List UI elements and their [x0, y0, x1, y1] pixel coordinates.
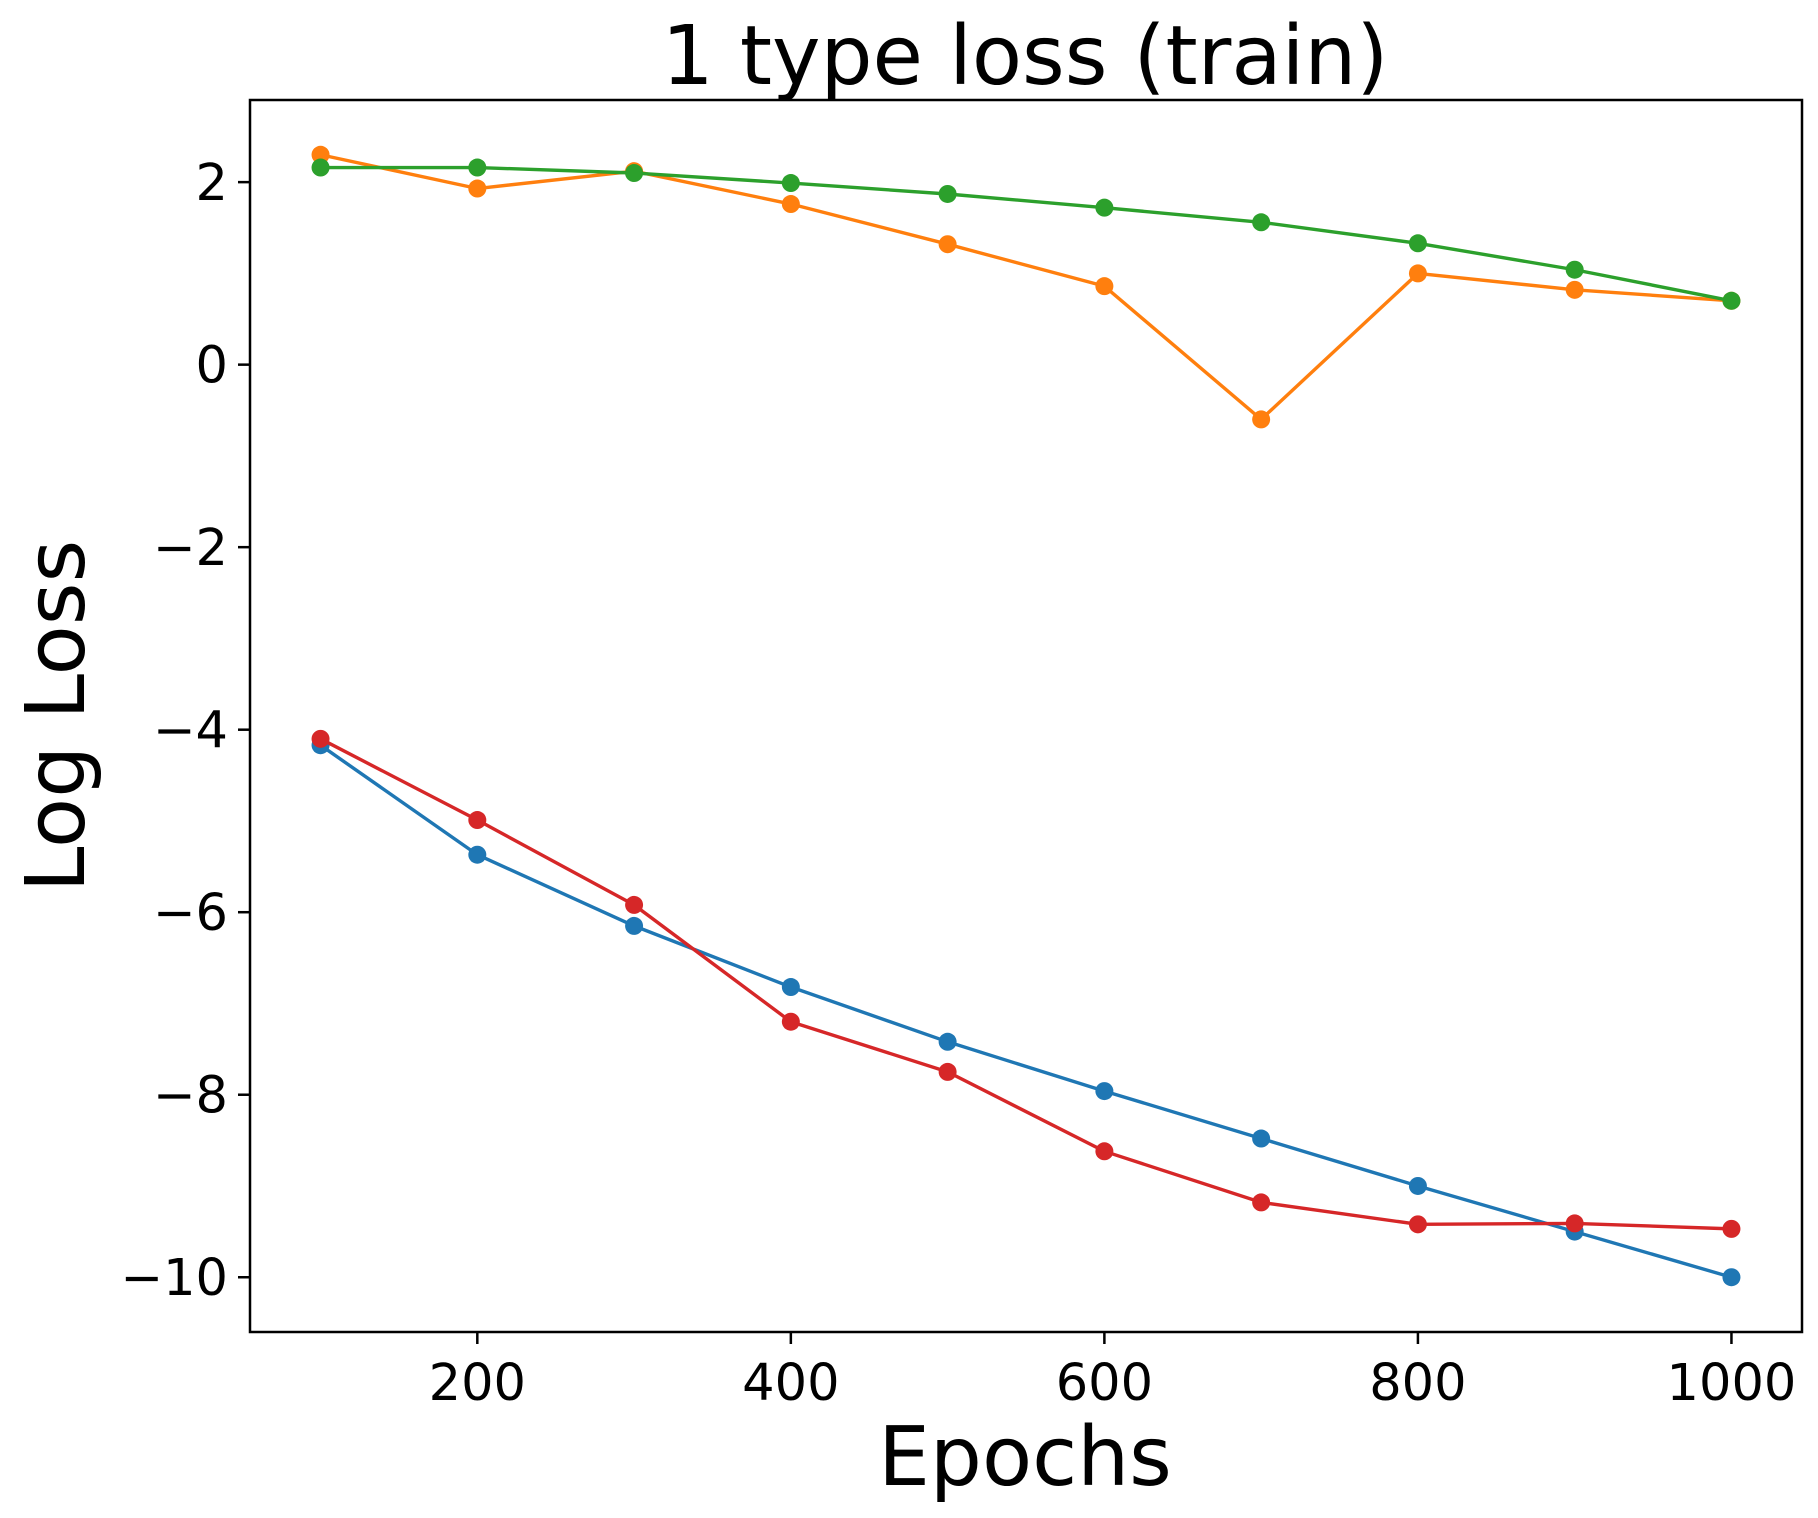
data-point — [625, 164, 644, 183]
series-3 — [311, 158, 1741, 310]
data-point — [311, 158, 330, 177]
data-point — [938, 184, 957, 203]
data-point — [468, 811, 487, 830]
y-tick-label: −6 — [153, 884, 228, 943]
data-point — [1252, 410, 1271, 429]
data-point — [938, 235, 957, 254]
data-point — [625, 895, 644, 914]
data-point — [1565, 280, 1584, 299]
data-point — [311, 145, 330, 164]
data-point — [468, 845, 487, 864]
data-point — [468, 179, 487, 198]
x-tick-label: 400 — [742, 1354, 839, 1413]
chart-title: 1 type loss (train) — [662, 9, 1389, 104]
data-point — [1408, 264, 1427, 283]
series-layer — [311, 145, 1741, 1287]
series-4 — [311, 729, 1741, 1238]
series-1 — [311, 736, 1741, 1287]
data-point — [468, 158, 487, 177]
x-tick-label: 1000 — [1667, 1354, 1797, 1413]
data-point — [1408, 1176, 1427, 1195]
data-point — [1095, 1082, 1114, 1101]
series-2 — [311, 145, 1741, 429]
y-tick-label: −8 — [153, 1067, 228, 1126]
data-point — [1252, 1129, 1271, 1148]
data-point — [625, 916, 644, 935]
y-tick-label: −4 — [153, 702, 228, 761]
x-tick-label: 600 — [1056, 1354, 1153, 1413]
y-axis-label: Log Loss — [9, 540, 104, 892]
x-tick-label: 800 — [1369, 1354, 1466, 1413]
series-line — [319, 743, 1732, 1279]
data-point — [938, 1032, 957, 1051]
data-point — [1095, 198, 1114, 217]
data-point — [781, 195, 800, 214]
data-point — [311, 729, 330, 748]
data-point — [1252, 213, 1271, 232]
series-line — [320, 165, 1732, 303]
x-axis: 200 400 600 800 1000 — [429, 1332, 1797, 1413]
data-point — [1565, 1214, 1584, 1233]
y-tick-label: 0 — [196, 337, 228, 396]
series-line — [319, 737, 1732, 1231]
data-point — [1565, 260, 1584, 279]
y-tick-label: −10 — [120, 1249, 228, 1308]
y-axis: 2 0 −2 −4 −6 −8 −10 — [120, 154, 250, 1308]
data-point — [1722, 291, 1741, 310]
y-tick-label: 2 — [196, 154, 228, 213]
x-tick-label: 200 — [429, 1354, 526, 1413]
data-point — [1408, 1215, 1427, 1234]
y-tick-label: −2 — [153, 519, 228, 578]
data-point — [1252, 1193, 1271, 1212]
plot-area-frame — [248, 98, 1804, 1334]
series-line — [320, 153, 1732, 422]
x-axis-label: Epochs — [878, 1410, 1172, 1505]
data-point — [781, 978, 800, 997]
data-point — [1408, 234, 1427, 253]
data-point — [1095, 1142, 1114, 1161]
data-point — [1722, 1219, 1741, 1238]
data-point — [1722, 1268, 1741, 1287]
data-point — [781, 1012, 800, 1031]
data-point — [938, 1062, 957, 1081]
data-point — [1095, 277, 1114, 296]
data-point — [781, 174, 800, 193]
